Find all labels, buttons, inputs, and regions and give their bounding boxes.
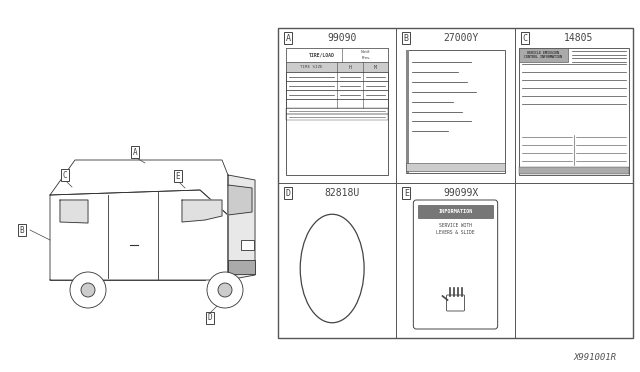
Text: C: C (522, 33, 527, 42)
Bar (286, 99, 388, 108)
Text: M: M (374, 64, 377, 70)
Polygon shape (228, 175, 255, 280)
FancyBboxPatch shape (413, 200, 498, 329)
Bar (286, 62, 388, 72)
Bar (419, 205, 493, 218)
Text: SERVICE WITH: SERVICE WITH (439, 222, 472, 228)
Text: H: H (349, 64, 351, 70)
Circle shape (70, 272, 106, 308)
Text: A: A (132, 148, 138, 157)
Polygon shape (60, 200, 88, 223)
Bar (518, 48, 629, 175)
Bar (278, 28, 633, 338)
Polygon shape (50, 160, 228, 215)
Bar (286, 81, 388, 90)
Text: A: A (285, 33, 291, 42)
Ellipse shape (300, 214, 364, 323)
Bar (241, 240, 254, 250)
Text: E: E (404, 189, 409, 198)
Bar (286, 90, 388, 99)
Text: LEVERS & SLIDE: LEVERS & SLIDE (436, 230, 475, 234)
Text: B: B (20, 225, 24, 234)
FancyBboxPatch shape (447, 295, 465, 311)
Text: TIRE/LOAD: TIRE/LOAD (309, 52, 335, 58)
Text: 14805: 14805 (564, 33, 593, 43)
Circle shape (81, 283, 95, 297)
Bar (518, 167, 629, 174)
Bar (286, 48, 388, 62)
Text: X991001R: X991001R (573, 353, 616, 362)
Bar (406, 50, 505, 173)
Text: VEHICLE EMISSION
CONTROL INFORMATION: VEHICLE EMISSION CONTROL INFORMATION (525, 51, 563, 60)
Text: 27000Y: 27000Y (443, 33, 478, 43)
Text: INFORMATION: INFORMATION (438, 209, 473, 214)
Polygon shape (228, 185, 252, 215)
Text: Notif.: Notif. (360, 50, 371, 54)
Circle shape (218, 283, 232, 297)
Bar (286, 108, 388, 114)
Text: 99090: 99090 (328, 33, 357, 43)
Bar (286, 48, 388, 175)
Polygon shape (182, 200, 222, 222)
Bar (286, 114, 388, 120)
Bar (286, 72, 388, 81)
Text: B: B (404, 33, 409, 42)
Text: D: D (208, 314, 212, 323)
Circle shape (207, 272, 243, 308)
Bar (228, 260, 255, 274)
Text: 82818U: 82818U (324, 188, 360, 198)
Text: C: C (63, 170, 67, 180)
Text: TIRE SIZE: TIRE SIZE (300, 65, 323, 69)
Text: Pres.: Pres. (361, 56, 371, 60)
Text: D: D (285, 189, 291, 198)
Text: 99099X: 99099X (443, 188, 478, 198)
Bar (518, 48, 568, 62)
Bar (406, 163, 505, 171)
Bar (406, 50, 410, 173)
Text: E: E (176, 171, 180, 180)
Polygon shape (50, 190, 228, 280)
